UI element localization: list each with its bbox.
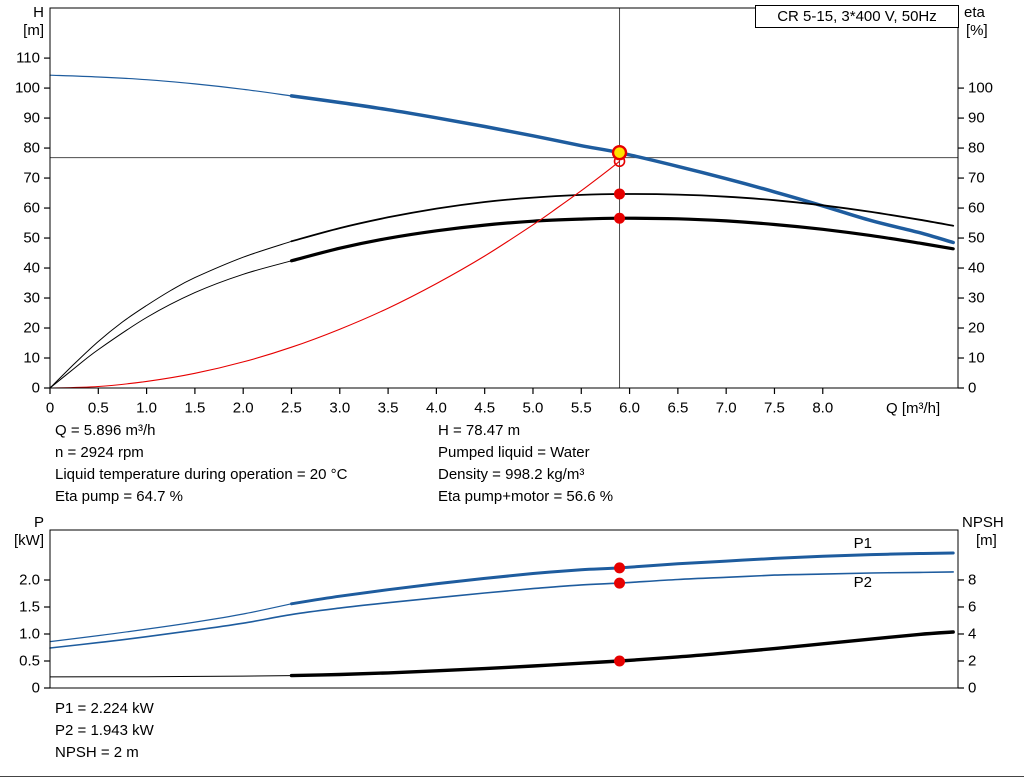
- series-system-curve: [49, 160, 621, 389]
- y-left-tick-label: 60: [23, 200, 40, 217]
- y-left-tick-label: 30: [23, 290, 40, 307]
- p-axis-label: P: [33, 514, 44, 531]
- p-axis-unit: [kW]: [14, 532, 44, 549]
- y-right-tick-label: 40: [968, 260, 985, 277]
- x-tick-label: 2.5: [281, 400, 302, 417]
- y-right-tick-label: 2: [968, 652, 976, 669]
- info-line-flow: Q = 5.896 m³/h: [55, 422, 156, 439]
- y-right-tick-label: 8: [968, 571, 976, 588]
- curve-label-p1: P1: [854, 535, 872, 552]
- page-bottom-rule: [0, 776, 1024, 777]
- x-tick-label: 2.0: [233, 400, 254, 417]
- y-right-tick-label: 4: [968, 625, 976, 642]
- q-axis-label: Q [m³/h]: [886, 400, 941, 417]
- x-tick-label: 1.0: [136, 400, 157, 417]
- duty-marker-dot: [614, 562, 626, 574]
- info-line-p2: P2 = 1.943 kW: [55, 722, 154, 739]
- series-p2-curve: [49, 571, 954, 649]
- plot-frame: [49, 529, 959, 689]
- series-eta-pump-motor-curve: [289, 216, 955, 263]
- y-left-tick-label: 0: [32, 680, 40, 697]
- duty-marker-dot: [614, 577, 626, 589]
- info-line-npsh: NPSH = 2 m: [55, 744, 139, 761]
- eta-axis-unit: [%]: [966, 22, 988, 39]
- y-right-tick-label: 0: [968, 680, 976, 697]
- duty-point-marker: [611, 144, 628, 161]
- x-tick-label: 0: [46, 400, 54, 417]
- x-tick-label: 0.5: [88, 400, 109, 417]
- y-left-tick-label: 80: [23, 140, 40, 157]
- chart-title-box: CR 5-15, 3*400 V, 50Hz: [755, 5, 959, 28]
- x-tick-label: 6.0: [619, 400, 640, 417]
- series-npsh-curve-inlet: [49, 675, 292, 678]
- x-tick-label: 5.5: [571, 400, 592, 417]
- x-tick-label: 7.0: [716, 400, 737, 417]
- x-tick-label: 5.0: [523, 400, 544, 417]
- y-right-tick-label: 50: [968, 230, 985, 247]
- y-left-tick-label: 1.5: [19, 599, 40, 616]
- duty-marker-dot: [614, 212, 626, 224]
- plot-frame: [49, 7, 959, 389]
- y-left-tick-label: 0: [32, 380, 40, 397]
- power-info: P1 = 2.224 kW P2 = 1.943 kW NPSH = 2 m: [55, 698, 154, 764]
- y-left-tick-label: 10: [23, 350, 40, 367]
- npsh-axis-label: NPSH: [962, 514, 1004, 531]
- h-axis-unit: [m]: [23, 22, 44, 39]
- x-tick-label: 4.0: [426, 400, 447, 417]
- npsh-axis-unit: [m]: [976, 532, 997, 549]
- y-right-tick-label: 20: [968, 320, 985, 337]
- y-left-tick-label: 90: [23, 110, 40, 127]
- y-left-tick-label: 20: [23, 320, 40, 337]
- x-tick-label: 3.5: [378, 400, 399, 417]
- h-axis-label: H: [33, 4, 44, 21]
- curve-label-p2: P2: [854, 574, 872, 591]
- info-line-liquid: Pumped liquid = Water: [438, 444, 590, 461]
- y-left-tick-label: 0.5: [19, 653, 40, 670]
- x-tick-label: 3.0: [329, 400, 350, 417]
- y-left-tick-label: 110: [16, 50, 40, 67]
- y-left-tick-label: 2.0: [19, 572, 40, 589]
- duty-marker-dot: [614, 655, 626, 667]
- series-npsh-curve: [289, 630, 955, 678]
- x-tick-label: 7.5: [764, 400, 785, 417]
- x-tick-label: 8.0: [812, 400, 833, 417]
- y-right-tick-label: 80: [968, 140, 985, 157]
- y-right-tick-label: 10: [968, 350, 985, 367]
- info-line-p1: P1 = 2.224 kW: [55, 700, 154, 717]
- duty-marker-dot: [614, 188, 626, 200]
- y-left-tick-label: 1.0: [19, 626, 40, 643]
- y-left-tick-label: 50: [23, 230, 40, 247]
- info-line-density: Density = 998.2 kg/m³: [438, 466, 585, 483]
- y-left-tick-label: 40: [23, 260, 40, 277]
- y-right-tick-label: 60: [968, 200, 985, 217]
- y-right-tick-label: 100: [968, 80, 993, 97]
- info-line-head: H = 78.47 m: [438, 422, 521, 439]
- duty-info-left: Q = 5.896 m³/h n = 2924 rpm Liquid tempe…: [55, 420, 347, 508]
- info-line-eta-pump: Eta pump = 64.7 %: [55, 488, 183, 505]
- info-line-eta-pump-motor: Eta pump+motor = 56.6 %: [438, 488, 614, 505]
- y-left-tick-label: 100: [15, 80, 40, 97]
- series-eta-pump-inlet: [49, 240, 292, 389]
- x-tick-label: 1.5: [184, 400, 205, 417]
- y-right-tick-label: 30: [968, 290, 985, 307]
- info-line-speed: n = 2924 rpm: [55, 444, 144, 461]
- series-head-curve-inlet: [49, 74, 293, 97]
- y-right-tick-label: 90: [968, 110, 985, 127]
- series-p1-curve-inlet: [49, 603, 293, 643]
- y-right-tick-label: 0: [968, 380, 976, 397]
- y-right-tick-label: 6: [968, 598, 976, 615]
- x-tick-label: 4.5: [474, 400, 495, 417]
- y-left-tick-label: 70: [23, 170, 40, 187]
- series-eta-pump-motor-inlet: [49, 260, 292, 389]
- y-right-tick-label: 70: [968, 170, 985, 187]
- info-line-temperature: Liquid temperature during operation = 20…: [55, 466, 348, 483]
- duty-info-right: H = 78.47 m Pumped liquid = Water Densit…: [438, 420, 613, 508]
- eta-axis-label: eta: [964, 4, 985, 21]
- x-tick-label: 6.5: [667, 400, 688, 417]
